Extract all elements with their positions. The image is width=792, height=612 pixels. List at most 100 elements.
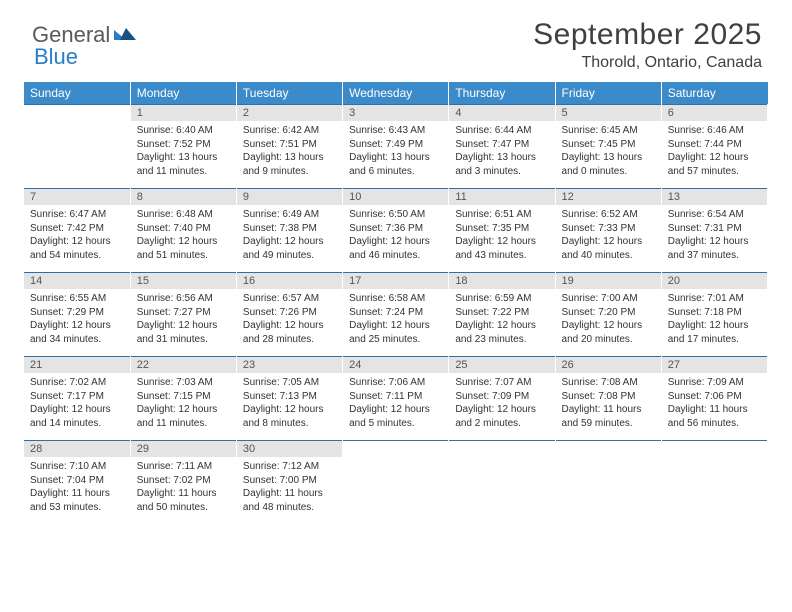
location-subtitle: Thorold, Ontario, Canada [24, 54, 762, 72]
day-details: Sunrise: 6:58 AMSunset: 7:24 PMDaylight:… [343, 289, 448, 350]
sunrise-text: Sunrise: 6:54 AM [668, 208, 761, 222]
sunset-text: Sunset: 7:26 PM [243, 306, 336, 320]
daylight-text: Daylight: 11 hours and 50 minutes. [137, 487, 230, 514]
sunset-text: Sunset: 7:11 PM [349, 390, 442, 404]
day-number: 18 [449, 273, 554, 289]
daylight-text: Daylight: 12 hours and 54 minutes. [30, 235, 124, 262]
calendar-cell: 20Sunrise: 7:01 AMSunset: 7:18 PMDayligh… [661, 273, 767, 357]
daylight-text: Daylight: 12 hours and 20 minutes. [562, 319, 655, 346]
day-number: 10 [343, 189, 448, 205]
day-number: 23 [237, 357, 342, 373]
day-number: 16 [237, 273, 342, 289]
calendar-cell: 7Sunrise: 6:47 AMSunset: 7:42 PMDaylight… [24, 189, 130, 273]
day-number: 21 [24, 357, 130, 373]
day-details: Sunrise: 6:40 AMSunset: 7:52 PMDaylight:… [131, 121, 236, 182]
day-number: 8 [131, 189, 236, 205]
sunrise-text: Sunrise: 7:11 AM [137, 460, 230, 474]
sunset-text: Sunset: 7:15 PM [137, 390, 230, 404]
day-details: Sunrise: 6:44 AMSunset: 7:47 PMDaylight:… [449, 121, 554, 182]
day-number: 29 [131, 441, 236, 457]
sunrise-text: Sunrise: 7:07 AM [455, 376, 548, 390]
day-number: 11 [449, 189, 554, 205]
day-details: Sunrise: 6:48 AMSunset: 7:40 PMDaylight:… [131, 205, 236, 266]
calendar-cell: 13Sunrise: 6:54 AMSunset: 7:31 PMDayligh… [661, 189, 767, 273]
day-details: Sunrise: 7:05 AMSunset: 7:13 PMDaylight:… [237, 373, 342, 434]
day-details: Sunrise: 7:02 AMSunset: 7:17 PMDaylight:… [24, 373, 130, 434]
day-details: Sunrise: 6:49 AMSunset: 7:38 PMDaylight:… [237, 205, 342, 266]
sunrise-text: Sunrise: 7:10 AM [30, 460, 124, 474]
sunrise-text: Sunrise: 7:06 AM [349, 376, 442, 390]
day-details: Sunrise: 6:56 AMSunset: 7:27 PMDaylight:… [131, 289, 236, 350]
daylight-text: Daylight: 12 hours and 43 minutes. [455, 235, 548, 262]
sunset-text: Sunset: 7:33 PM [562, 222, 655, 236]
sunset-text: Sunset: 7:35 PM [455, 222, 548, 236]
sunset-text: Sunset: 7:31 PM [668, 222, 761, 236]
sunrise-text: Sunrise: 7:00 AM [562, 292, 655, 306]
calendar-week-row: 21Sunrise: 7:02 AMSunset: 7:17 PMDayligh… [24, 357, 768, 441]
calendar-cell: 11Sunrise: 6:51 AMSunset: 7:35 PMDayligh… [449, 189, 555, 273]
calendar-cell: 18Sunrise: 6:59 AMSunset: 7:22 PMDayligh… [449, 273, 555, 357]
sunrise-text: Sunrise: 6:49 AM [243, 208, 336, 222]
day-header: Thursday [449, 82, 555, 105]
day-details: Sunrise: 7:09 AMSunset: 7:06 PMDaylight:… [662, 373, 767, 434]
daylight-text: Daylight: 12 hours and 49 minutes. [243, 235, 336, 262]
sunset-text: Sunset: 7:47 PM [455, 138, 548, 152]
calendar-cell: 29Sunrise: 7:11 AMSunset: 7:02 PMDayligh… [130, 441, 236, 525]
sunset-text: Sunset: 7:29 PM [30, 306, 124, 320]
daylight-text: Daylight: 12 hours and 37 minutes. [668, 235, 761, 262]
sunset-text: Sunset: 7:08 PM [562, 390, 655, 404]
daylight-text: Daylight: 12 hours and 46 minutes. [349, 235, 442, 262]
day-number: 9 [237, 189, 342, 205]
sunrise-text: Sunrise: 7:09 AM [668, 376, 761, 390]
sunrise-text: Sunrise: 7:01 AM [668, 292, 761, 306]
sunrise-text: Sunrise: 7:02 AM [30, 376, 124, 390]
sunset-text: Sunset: 7:45 PM [562, 138, 655, 152]
day-number: 12 [556, 189, 661, 205]
sunrise-text: Sunrise: 7:03 AM [137, 376, 230, 390]
calendar-cell: 14Sunrise: 6:55 AMSunset: 7:29 PMDayligh… [24, 273, 130, 357]
day-details: Sunrise: 6:51 AMSunset: 7:35 PMDaylight:… [449, 205, 554, 266]
day-header: Friday [555, 82, 661, 105]
day-number: 14 [24, 273, 130, 289]
calendar-cell: 26Sunrise: 7:08 AMSunset: 7:08 PMDayligh… [555, 357, 661, 441]
day-number: 17 [343, 273, 448, 289]
sunset-text: Sunset: 7:27 PM [137, 306, 230, 320]
calendar-week-row: 14Sunrise: 6:55 AMSunset: 7:29 PMDayligh… [24, 273, 768, 357]
sunset-text: Sunset: 7:44 PM [668, 138, 761, 152]
day-number: 25 [449, 357, 554, 373]
sunset-text: Sunset: 7:52 PM [137, 138, 230, 152]
day-header: Tuesday [236, 82, 342, 105]
sunset-text: Sunset: 7:18 PM [668, 306, 761, 320]
daylight-text: Daylight: 12 hours and 40 minutes. [562, 235, 655, 262]
daylight-text: Daylight: 12 hours and 23 minutes. [455, 319, 548, 346]
sunset-text: Sunset: 7:09 PM [455, 390, 548, 404]
calendar-cell: 2Sunrise: 6:42 AMSunset: 7:51 PMDaylight… [236, 105, 342, 189]
sunrise-text: Sunrise: 6:42 AM [243, 124, 336, 138]
sunrise-text: Sunrise: 6:58 AM [349, 292, 442, 306]
calendar-cell: 17Sunrise: 6:58 AMSunset: 7:24 PMDayligh… [343, 273, 449, 357]
day-header: Monday [130, 82, 236, 105]
day-number: 24 [343, 357, 448, 373]
sunrise-text: Sunrise: 6:46 AM [668, 124, 761, 138]
calendar-week-row: 7Sunrise: 6:47 AMSunset: 7:42 PMDaylight… [24, 189, 768, 273]
sunset-text: Sunset: 7:51 PM [243, 138, 336, 152]
calendar-cell [555, 441, 661, 525]
sunrise-text: Sunrise: 7:08 AM [562, 376, 655, 390]
brand-part2: Blue [34, 44, 78, 70]
sunrise-text: Sunrise: 6:51 AM [455, 208, 548, 222]
calendar-cell: 5Sunrise: 6:45 AMSunset: 7:45 PMDaylight… [555, 105, 661, 189]
daylight-text: Daylight: 12 hours and 57 minutes. [668, 151, 761, 178]
sunset-text: Sunset: 7:00 PM [243, 474, 336, 488]
sunset-text: Sunset: 7:49 PM [349, 138, 442, 152]
daylight-text: Daylight: 11 hours and 59 minutes. [562, 403, 655, 430]
calendar-cell: 3Sunrise: 6:43 AMSunset: 7:49 PMDaylight… [343, 105, 449, 189]
calendar-cell: 12Sunrise: 6:52 AMSunset: 7:33 PMDayligh… [555, 189, 661, 273]
calendar-cell: 4Sunrise: 6:44 AMSunset: 7:47 PMDaylight… [449, 105, 555, 189]
day-number: 1 [131, 105, 236, 121]
daylight-text: Daylight: 12 hours and 5 minutes. [349, 403, 442, 430]
calendar-cell [661, 441, 767, 525]
sunrise-text: Sunrise: 6:44 AM [455, 124, 548, 138]
day-number: 27 [662, 357, 767, 373]
brand-mark-icon [114, 22, 138, 48]
daylight-text: Daylight: 12 hours and 8 minutes. [243, 403, 336, 430]
